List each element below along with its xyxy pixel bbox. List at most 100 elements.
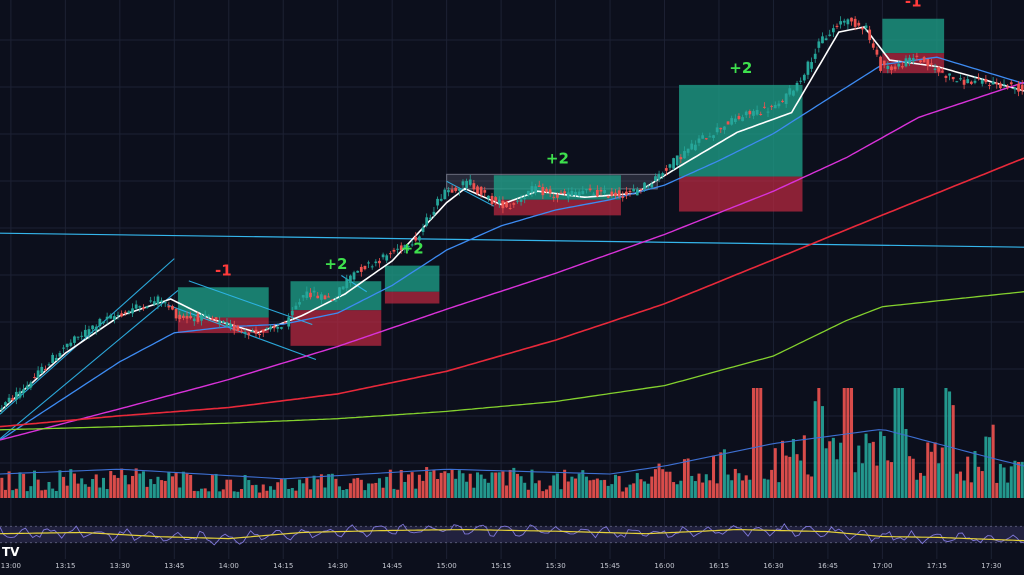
- volume-bar: [995, 482, 999, 498]
- candle-body: [940, 71, 944, 73]
- candle-body: [512, 203, 516, 205]
- candle-body: [378, 260, 381, 264]
- volume-bar: [795, 454, 799, 498]
- candle-body: [319, 294, 323, 300]
- candle-body: [991, 81, 995, 85]
- time-tick-label: 14:45: [382, 562, 402, 570]
- volume-bar: [239, 489, 243, 498]
- volume-bar: [788, 456, 792, 498]
- candle-body: [443, 189, 447, 200]
- volume-bar: [192, 490, 196, 498]
- candle-body: [174, 308, 178, 319]
- candle-body: [1013, 87, 1017, 90]
- volume-bar: [911, 458, 915, 498]
- candle-body: [781, 100, 784, 102]
- time-tick-label: 16:00: [654, 562, 674, 570]
- candle-body: [534, 186, 537, 193]
- candle-body: [599, 189, 603, 192]
- candle-body: [686, 148, 690, 153]
- volume-bar: [163, 480, 167, 498]
- candle-body: [330, 299, 334, 301]
- candle-body: [51, 354, 55, 364]
- volume-bar: [76, 483, 80, 498]
- volume-bar: [639, 479, 643, 498]
- candle-body: [664, 168, 668, 171]
- volume-bar: [312, 475, 316, 498]
- candle-body: [886, 65, 890, 69]
- volume-bar: [977, 466, 981, 498]
- volume-bar: [530, 469, 534, 498]
- candle-body: [617, 190, 621, 197]
- volume-bar: [908, 456, 912, 498]
- candle-body: [200, 315, 203, 321]
- candle-body: [625, 191, 628, 195]
- volume-bar: [178, 487, 182, 498]
- volume-bar: [348, 483, 352, 498]
- volume-bar: [341, 489, 345, 498]
- trade-result-label: +2: [546, 149, 569, 167]
- volume-bar: [22, 473, 26, 498]
- candle-body: [280, 327, 283, 329]
- volume-bar: [152, 484, 156, 498]
- volume-bar: [842, 388, 846, 498]
- volume-bar: [80, 478, 84, 498]
- volume-bar: [18, 472, 22, 498]
- volume-bar: [323, 487, 327, 498]
- trendline: [0, 258, 175, 415]
- candle-body: [737, 116, 741, 120]
- candle-body: [225, 322, 229, 327]
- candle-body: [643, 182, 646, 190]
- candle-body: [461, 181, 465, 186]
- volume-bar: [149, 479, 153, 498]
- candle-body: [1006, 86, 1010, 88]
- candle-body: [0, 408, 4, 410]
- candle-body: [113, 316, 116, 320]
- oscillator-pane: [0, 522, 1024, 546]
- volume-bar: [566, 481, 570, 498]
- candle-body: [683, 150, 686, 159]
- volume-bar: [443, 471, 447, 498]
- candle-body: [388, 253, 392, 255]
- candle-body: [1020, 84, 1024, 91]
- profit-zone: [882, 18, 945, 54]
- trade-result-label: +2: [729, 59, 752, 77]
- candle-body: [650, 183, 654, 188]
- volume-bar: [352, 478, 356, 498]
- candle-body: [730, 118, 734, 125]
- candle-body: [171, 306, 174, 310]
- volume-bar: [189, 474, 193, 498]
- candle-body: [864, 25, 868, 29]
- candle-body: [232, 325, 236, 331]
- volume-bar: [886, 460, 890, 498]
- volume-bar: [258, 492, 262, 498]
- candle-body: [871, 43, 875, 48]
- volume-bar: [399, 469, 403, 498]
- candle-body: [116, 314, 120, 316]
- ma-line-ma_long: [0, 291, 1024, 431]
- trade-result-label: -1: [905, 0, 922, 11]
- candle-body: [185, 315, 189, 319]
- candle-body: [316, 295, 320, 299]
- candle-body: [178, 314, 182, 320]
- volume-bar: [802, 435, 806, 498]
- candle-body: [87, 329, 91, 335]
- volume-bar: [733, 468, 737, 498]
- candle-body: [955, 81, 959, 83]
- candle-body: [247, 333, 251, 336]
- candle-body: [465, 180, 468, 189]
- volume-bar: [363, 490, 367, 498]
- candle-body: [977, 77, 980, 79]
- volume-bar: [214, 473, 218, 498]
- volume-bar: [595, 478, 599, 498]
- candle-body: [69, 342, 73, 346]
- candle-body: [338, 287, 341, 296]
- volume-bar: [730, 480, 734, 498]
- candle-body: [323, 295, 327, 300]
- candle-body: [163, 302, 167, 304]
- candle-body: [479, 186, 483, 195]
- volume-bar: [141, 471, 145, 498]
- volume-bar: [461, 473, 465, 498]
- volume-bar: [599, 480, 603, 498]
- volume-bar: [635, 473, 639, 498]
